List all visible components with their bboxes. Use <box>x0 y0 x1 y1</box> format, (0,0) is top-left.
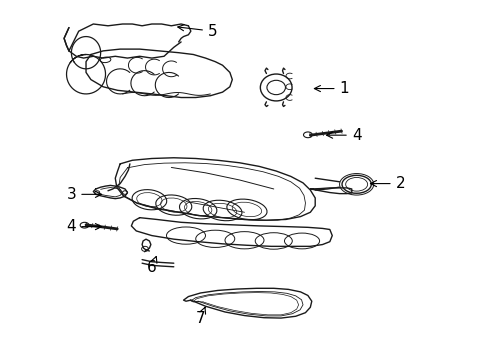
Text: 6: 6 <box>147 256 157 275</box>
Text: 4: 4 <box>66 219 102 234</box>
Text: 4: 4 <box>326 128 361 143</box>
Text: 2: 2 <box>370 176 405 191</box>
Text: 5: 5 <box>178 24 217 39</box>
Text: 1: 1 <box>314 81 348 96</box>
Text: 3: 3 <box>66 187 102 202</box>
Text: 7: 7 <box>196 307 205 325</box>
